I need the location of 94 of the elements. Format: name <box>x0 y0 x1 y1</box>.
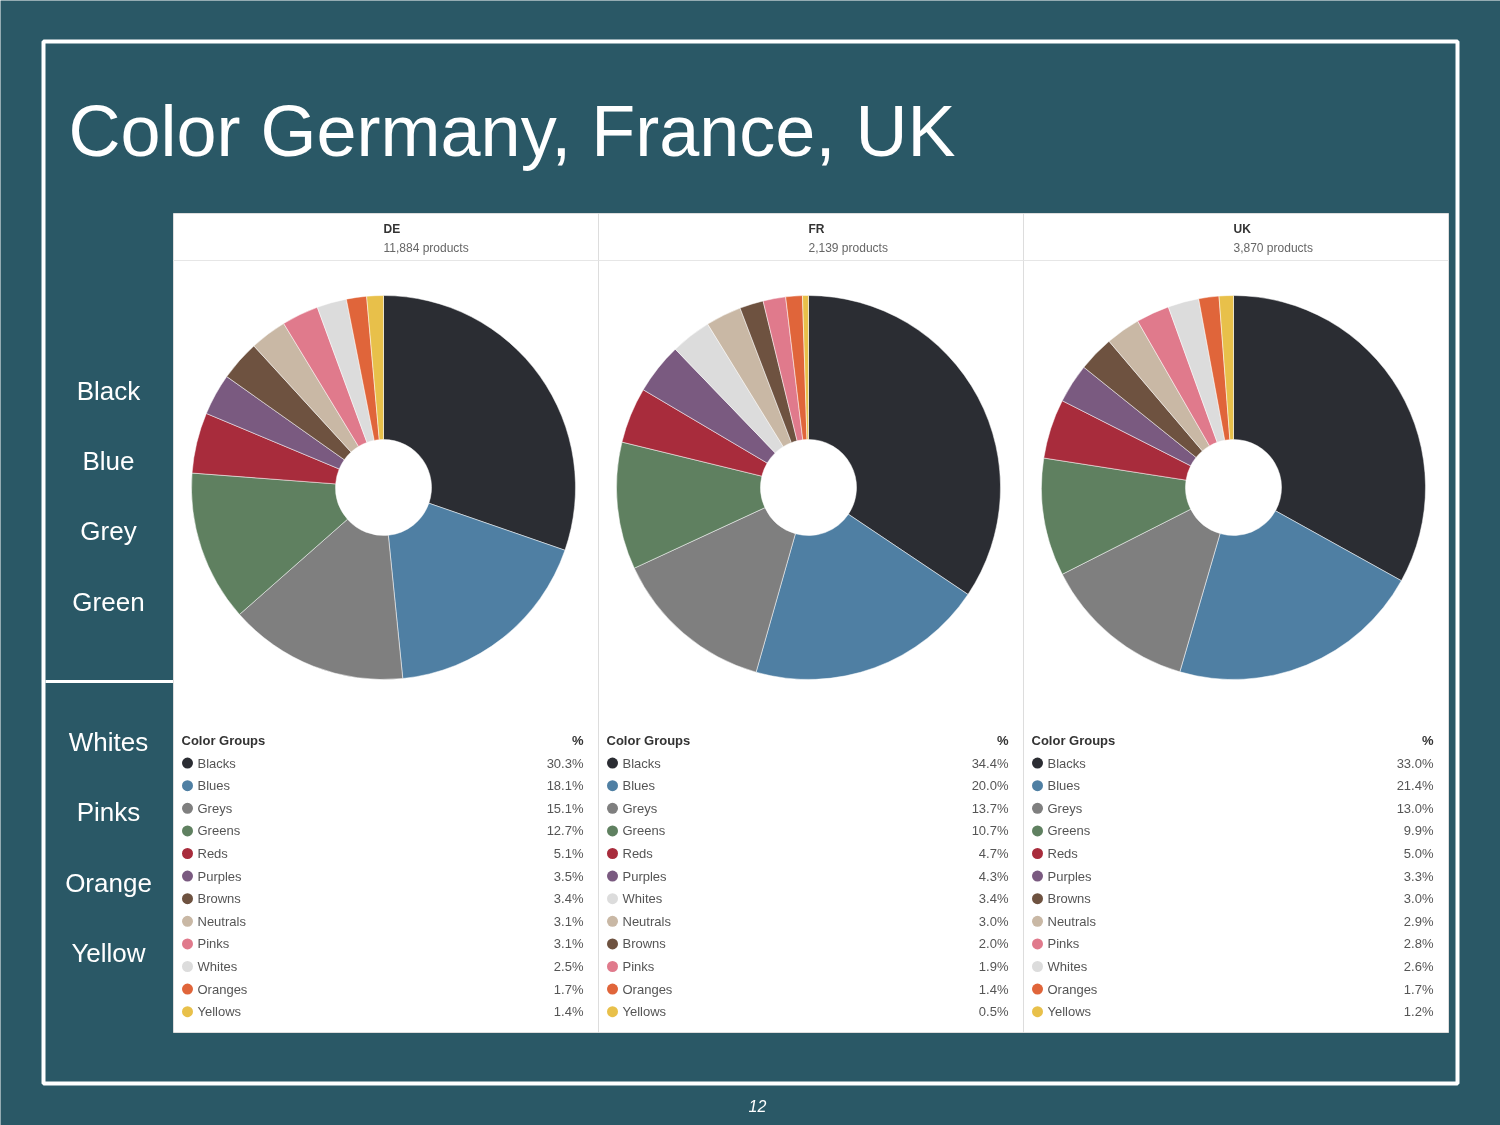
text: % <box>571 733 584 748</box>
legend-label: Pinks <box>197 936 230 952</box>
data-label: 12.7% <box>546 823 584 839</box>
text: Grey <box>80 515 137 546</box>
chart-subtitle: 11,884 products <box>383 240 469 255</box>
legend-label: Greens <box>1047 823 1091 839</box>
legend-label: Oranges <box>622 981 673 997</box>
legend-label: Blacks <box>622 755 662 771</box>
text: Color Germany, France, UK <box>68 90 956 171</box>
legend-title: Color Groups <box>181 733 266 748</box>
data-label: 3.3% <box>1403 868 1434 884</box>
legend-label: Neutrals <box>1047 913 1097 929</box>
legend-label: Blacks <box>197 755 237 771</box>
legend-label: Reds <box>622 846 654 861</box>
text: Green <box>72 586 145 617</box>
data-label: 18.1% <box>546 778 584 794</box>
data-label: 0.5% <box>978 1004 1009 1020</box>
data-label: 34.4% <box>971 755 1009 771</box>
data-label: 2.5% <box>553 959 584 974</box>
text: Black <box>76 375 142 406</box>
text: Pinks <box>76 796 141 827</box>
legend-label: Neutrals <box>622 913 672 929</box>
legend-label: Reds <box>1047 846 1079 861</box>
data-label: 13.7% <box>971 800 1009 816</box>
data-label: 1.7% <box>553 981 584 997</box>
data-label: 21.4% <box>1396 778 1434 794</box>
legend-label: Neutrals <box>197 913 247 929</box>
legend-label: Browns <box>622 936 667 952</box>
legend-label: Browns <box>1047 891 1092 907</box>
chart-subtitle: 3,870 products <box>1233 240 1313 255</box>
data-label: 1.7% <box>1403 981 1434 997</box>
data-label: 2.8% <box>1403 936 1434 952</box>
data-label: 2.0% <box>978 936 1009 952</box>
data-label: 4.7% <box>978 846 1009 861</box>
legend-label: Greys <box>1047 800 1083 816</box>
text: Blue <box>82 445 135 476</box>
data-label: 1.4% <box>553 1004 584 1020</box>
legend-label: Purples <box>197 868 243 884</box>
data-label: 1.2% <box>1403 1004 1434 1020</box>
legend-label: Yellows <box>622 1004 667 1020</box>
legend-label: Browns <box>197 891 242 907</box>
legend-label: Whites <box>622 891 663 907</box>
legend-title: Color Groups <box>606 733 691 748</box>
chart-title: DE <box>383 221 401 236</box>
chart-title: FR <box>808 221 825 236</box>
legend-title: Color Groups <box>1031 733 1116 748</box>
data-label: 2.9% <box>1403 913 1434 929</box>
legend-label: Greys <box>197 800 233 816</box>
text: 12 <box>748 1097 767 1115</box>
data-label: 33.0% <box>1396 755 1434 771</box>
data-label: 1.4% <box>978 981 1009 997</box>
text: % <box>996 733 1009 748</box>
legend-label: Oranges <box>1047 981 1098 997</box>
legend-label: Yellows <box>197 1004 242 1020</box>
text: Orange <box>65 867 152 898</box>
legend-label: Blues <box>622 778 656 794</box>
data-label: 3.0% <box>978 913 1009 929</box>
legend-label: Blues <box>1047 778 1081 794</box>
data-label: 5.1% <box>553 846 584 861</box>
text: Whites <box>68 726 149 757</box>
data-label: 15.1% <box>546 800 584 816</box>
legend-label: Yellows <box>1047 1004 1092 1020</box>
legend-label: Whites <box>1047 959 1088 974</box>
legend-label: Greens <box>622 823 666 839</box>
legend-label: Purples <box>1047 868 1093 884</box>
data-label: 3.1% <box>553 913 584 929</box>
legend-label: Greys <box>622 800 658 816</box>
chart-subtitle: 2,139 products <box>808 240 888 255</box>
data-label: 3.5% <box>553 868 584 884</box>
legend-label: Whites <box>197 959 238 974</box>
data-label: 5.0% <box>1403 846 1434 861</box>
legend-label: Blues <box>197 778 231 794</box>
data-label: 3.4% <box>978 891 1009 907</box>
text: Yellow <box>71 937 146 968</box>
data-label: 13.0% <box>1396 800 1434 816</box>
legend-label: Purples <box>622 868 668 884</box>
text: % <box>1421 733 1434 748</box>
chart-title: UK <box>1233 221 1252 236</box>
data-label: 2.6% <box>1403 959 1434 974</box>
data-label: 4.3% <box>978 868 1009 884</box>
legend-label: Greens <box>197 823 241 839</box>
legend-label: Pinks <box>1047 936 1080 952</box>
legend-label: Oranges <box>197 981 248 997</box>
data-label: 3.1% <box>553 936 584 952</box>
data-label: 3.4% <box>553 891 584 907</box>
data-label: 9.9% <box>1403 823 1434 839</box>
data-label: 1.9% <box>978 959 1009 974</box>
legend-label: Blacks <box>1047 755 1087 771</box>
legend-label: Reds <box>197 846 229 861</box>
data-label: 10.7% <box>971 823 1009 839</box>
data-label: 20.0% <box>971 778 1009 794</box>
data-label: 30.3% <box>546 755 584 771</box>
legend-label: Pinks <box>622 959 655 974</box>
data-label: 3.0% <box>1403 891 1434 907</box>
